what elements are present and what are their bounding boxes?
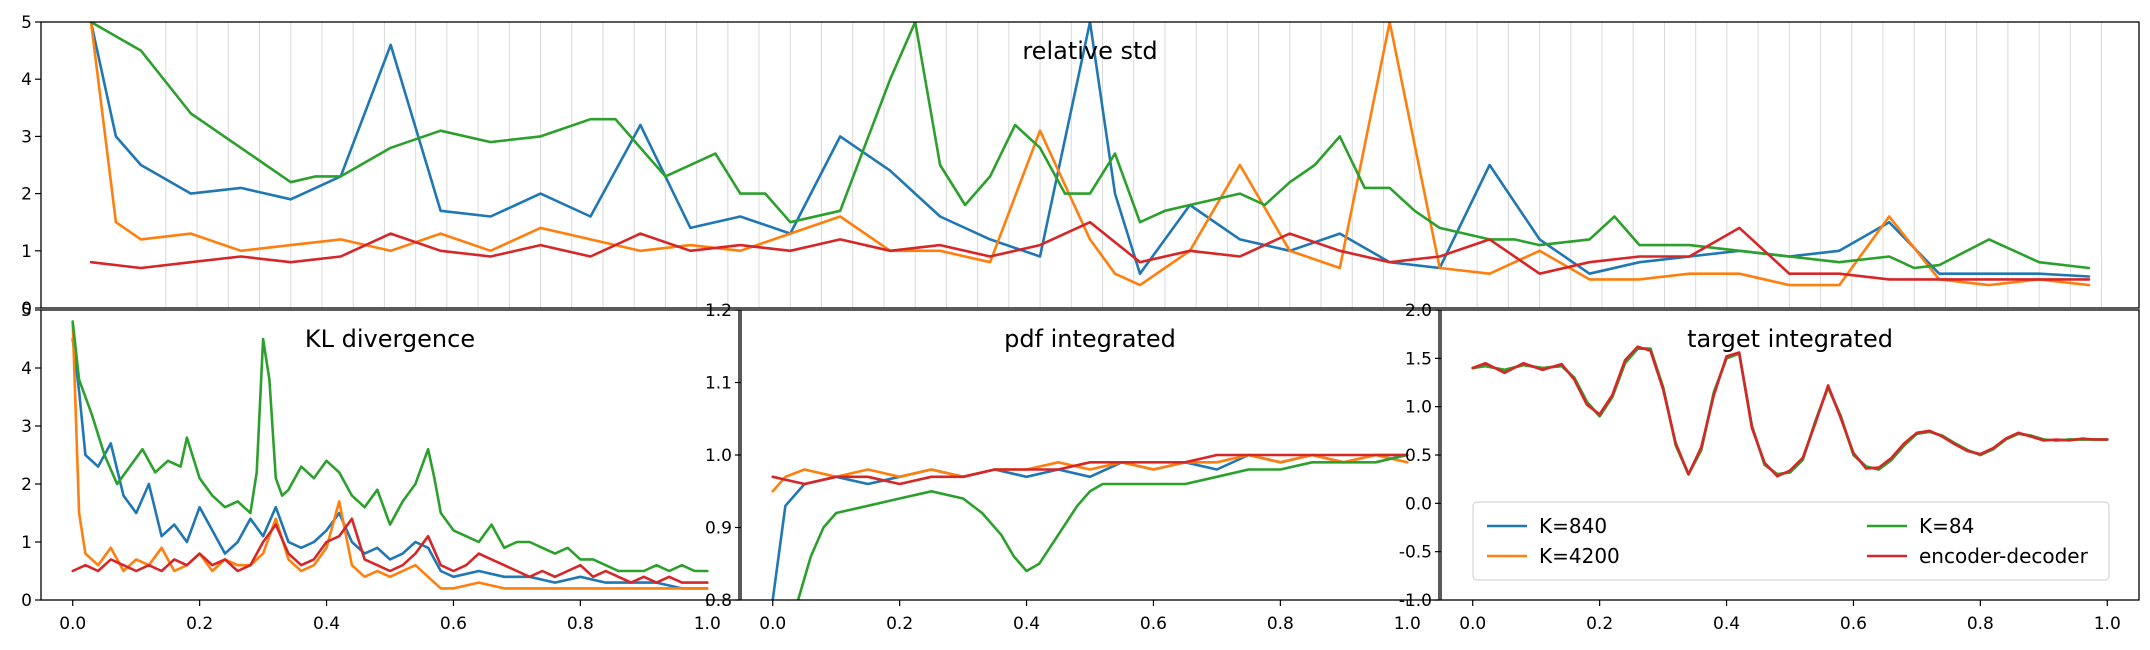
y-tick-label: 4 <box>21 359 32 379</box>
y-tick-label: 5 <box>21 301 32 321</box>
y-tick-label: 2 <box>21 475 32 495</box>
legend-box <box>1472 501 2110 581</box>
y-tick-label: 1.5 <box>1405 349 1432 369</box>
x-tick-label: 0.4 <box>1013 614 1040 634</box>
y-tick-label: 1.0 <box>705 446 732 466</box>
legend-label: K=840 <box>1539 514 1607 538</box>
y-tick-label: 1.1 <box>705 374 732 394</box>
y-tick-label: 5 <box>21 13 32 33</box>
series-line-k-4200 <box>1471 347 2109 476</box>
kl-divergence-panel: 0 1 2 3 4 5 0.0 0.2 0.4 0.6 0.8 1.0 KL divergence <box>21 301 740 634</box>
y-tick-label: 0.8 <box>705 591 732 611</box>
x-tick-label: 0.2 <box>186 614 213 634</box>
y-tick-label: -0.5 <box>1399 543 1432 563</box>
y-tick-label: 0.9 <box>705 519 732 539</box>
y-tick-label: 0 <box>21 591 32 611</box>
series-line-k-840 <box>1471 347 2109 476</box>
panel-title: KL divergence <box>305 325 475 353</box>
x-tick-label: 0.0 <box>59 614 86 634</box>
x-tick-label: 0.6 <box>440 614 467 634</box>
y-tick-label: 0.5 <box>1405 446 1432 466</box>
legend-label: K=84 <box>1919 514 1974 538</box>
x-tick-label: 0.8 <box>1967 614 1994 634</box>
pdf-integrated-panel: 0.8 0.9 1.0 1.1 1.2 0.0 0.2 0.4 0.6 0.8 1.0 pdf int… <box>705 301 1440 634</box>
panel-title: pdf integrated <box>1004 325 1176 353</box>
x-tick-label: 0.4 <box>313 614 340 634</box>
x-tick-label: 1.0 <box>1394 614 1421 634</box>
y-tick-label: -1.0 <box>1399 591 1432 611</box>
relative-std-panel: 0 1 2 3 4 5 relative std <box>21 13 2140 319</box>
x-tick-label: 0.0 <box>1459 614 1486 634</box>
series-line-k-4200 <box>89 22 2091 287</box>
x-tick-label: 1.0 <box>694 614 721 634</box>
y-tick-label: 2 <box>21 185 32 205</box>
y-tick-label: 0 <box>21 299 32 319</box>
x-tick-label: 0.2 <box>886 614 913 634</box>
x-tick-label: 0.6 <box>1840 614 1867 634</box>
y-tick-label: 1.0 <box>1405 398 1432 418</box>
series-line-k-840 <box>71 337 709 590</box>
y-tick-label: 3 <box>21 417 32 437</box>
x-tick-label: 0.8 <box>567 614 594 634</box>
x-tick-label: 0.8 <box>1267 614 1294 634</box>
series-line-k-4200 <box>71 320 709 590</box>
series-line-k-84 <box>1471 347 2109 476</box>
legend-label: K=4200 <box>1539 544 1620 568</box>
x-tick-label: 0.2 <box>1586 614 1613 634</box>
x-tick-label: 0.4 <box>1713 614 1740 634</box>
panel-title: target integrated <box>1687 325 1893 353</box>
y-tick-label: 1.2 <box>705 301 732 321</box>
y-tick-label: 1 <box>21 242 32 262</box>
series-line-k-84 <box>71 320 709 573</box>
y-tick-label: 2.0 <box>1405 301 1432 321</box>
series-line-encoder-decoder <box>71 517 709 584</box>
series-line-encoder-decoder <box>771 453 1409 486</box>
x-tick-label: 1.0 <box>2094 614 2121 634</box>
x-tick-label: 0.6 <box>1140 614 1167 634</box>
series-line-k-84 <box>796 453 1409 600</box>
series-line-encoder-decoder <box>89 220 2091 281</box>
x-tick-label: 0.0 <box>759 614 786 634</box>
panel-title: relative std <box>1022 37 1157 65</box>
series-line-encoder-decoder <box>1471 345 2109 478</box>
y-tick-label: 1 <box>21 533 32 553</box>
target-integrated-panel: -1.0 -0.5 0.0 0.5 1.0 1.5 2.0 0.0 0.2 0.4 0.6 0.8 1.… <box>1399 301 2140 634</box>
y-tick-label: 0.0 <box>1405 494 1432 514</box>
series-line-k-4200 <box>771 453 1409 493</box>
y-tick-label: 3 <box>21 127 32 147</box>
legend-label: encoder-decoder <box>1919 544 2089 568</box>
y-tick-label: 4 <box>21 70 32 90</box>
axes-frame <box>40 21 2140 309</box>
legend: K=840 K=4200 K=84 encoder-decoder <box>1472 501 2110 581</box>
